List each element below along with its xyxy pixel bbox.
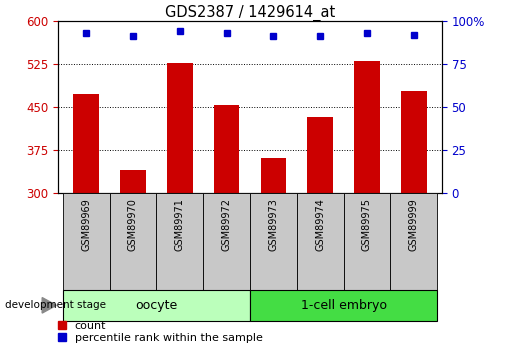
- Text: oocyte: oocyte: [135, 299, 177, 312]
- Bar: [63, 193, 110, 290]
- Bar: [308, 117, 333, 193]
- Bar: [110, 193, 157, 290]
- Text: 1-cell embryo: 1-cell embryo: [300, 299, 387, 312]
- Text: GSM89971: GSM89971: [175, 198, 185, 251]
- Text: GSM89973: GSM89973: [268, 198, 278, 251]
- Text: development stage: development stage: [5, 300, 106, 310]
- Bar: [401, 91, 427, 193]
- Bar: [261, 158, 286, 193]
- Bar: [390, 193, 437, 290]
- Bar: [297, 193, 343, 290]
- Text: GSM89970: GSM89970: [128, 198, 138, 251]
- Title: GDS2387 / 1429614_at: GDS2387 / 1429614_at: [165, 4, 335, 21]
- Polygon shape: [42, 297, 57, 313]
- Bar: [120, 170, 146, 193]
- Text: GSM89999: GSM89999: [409, 198, 419, 251]
- Bar: [343, 193, 390, 290]
- Bar: [157, 193, 203, 290]
- Bar: [250, 290, 437, 321]
- Text: GSM89969: GSM89969: [81, 198, 91, 251]
- Legend: count, percentile rank within the sample: count, percentile rank within the sample: [58, 321, 263, 343]
- Text: GSM89972: GSM89972: [222, 198, 232, 251]
- Text: GSM89974: GSM89974: [315, 198, 325, 251]
- Bar: [73, 94, 99, 193]
- Bar: [250, 193, 297, 290]
- Bar: [354, 61, 380, 193]
- Bar: [203, 193, 250, 290]
- Bar: [167, 63, 192, 193]
- Text: GSM89975: GSM89975: [362, 198, 372, 251]
- Bar: [214, 105, 239, 193]
- Bar: [63, 290, 250, 321]
